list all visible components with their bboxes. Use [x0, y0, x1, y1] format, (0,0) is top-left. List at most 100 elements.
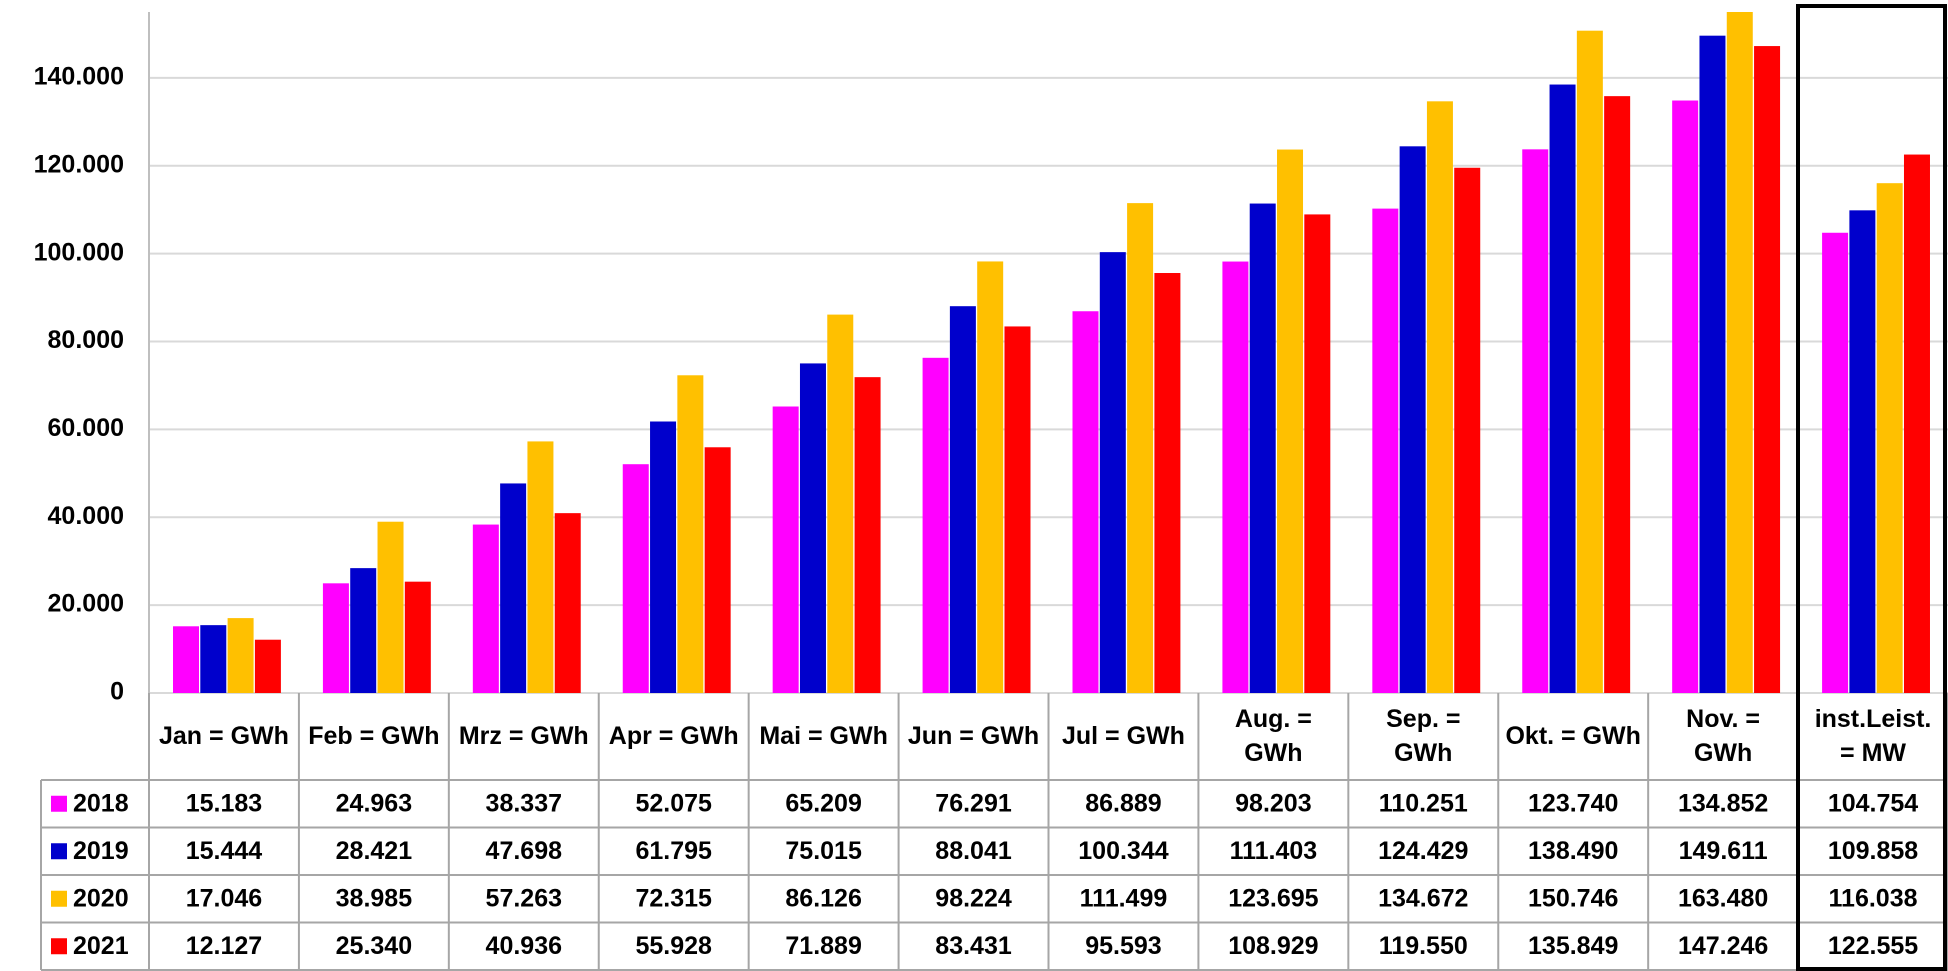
table-value: 15.444: [186, 837, 263, 865]
category-cell: Feb = GWh: [308, 721, 440, 750]
table-value: 149.611: [1679, 837, 1768, 865]
table-value: 72.315: [635, 884, 712, 912]
table-value: 86.889: [1085, 789, 1161, 817]
table-value: 47.698: [486, 837, 563, 865]
table-value: 61.795: [635, 837, 712, 865]
bar: [1604, 96, 1631, 693]
table-value: 57.263: [486, 884, 562, 912]
table-value: 25.340: [336, 932, 412, 960]
x-tick-label: Jun = GWh: [907, 721, 1040, 750]
bar: [1522, 149, 1549, 693]
bar: [1099, 252, 1126, 693]
bar: [1549, 84, 1576, 693]
table-value: 104.754: [1828, 789, 1918, 817]
table-value: 100.344: [1078, 837, 1168, 865]
category-cell: Jul = GWh: [1061, 721, 1185, 750]
bar: [827, 314, 854, 693]
y-tick-label: 140.000: [34, 63, 124, 91]
bar: [922, 357, 949, 693]
x-tick-label: Sep. = GWh: [1386, 704, 1461, 767]
bar: [977, 261, 1004, 693]
table-value: 98.203: [1235, 789, 1311, 817]
bar: [200, 625, 227, 693]
table-value: 88.041: [935, 837, 1012, 865]
table-value: 108.929: [1228, 932, 1318, 960]
bar: [1072, 311, 1099, 693]
bar: [472, 524, 499, 693]
table-value: 75.015: [785, 837, 862, 865]
x-tick-label: Feb = GWh: [308, 721, 440, 750]
bar: [1454, 167, 1481, 693]
x-tick-label: inst.Leist. = MW: [1814, 704, 1932, 767]
bars: [173, 12, 1930, 693]
bar: [554, 513, 581, 693]
bar: [622, 464, 649, 693]
table-value: 38.337: [486, 789, 562, 817]
table-value: 111.403: [1230, 837, 1318, 865]
table-value: 71.889: [785, 932, 861, 960]
table-value: 147.246: [1678, 932, 1768, 960]
bar: [173, 626, 199, 693]
table-value: 55.928: [635, 932, 712, 960]
legend-key: [51, 890, 67, 907]
x-tick-label: Nov. = GWh: [1686, 704, 1761, 767]
bar: [704, 447, 731, 693]
table-value: 95.593: [1085, 932, 1161, 960]
bar: [1849, 210, 1876, 693]
x-tick-label: Apr = GWh: [608, 721, 739, 750]
table-value: 122.555: [1828, 932, 1918, 960]
table-value: 28.421: [336, 837, 413, 865]
x-tick-label: Jan = GWh: [159, 721, 289, 750]
table-value: 38.985: [336, 884, 413, 912]
category-cell: Apr = GWh: [608, 721, 739, 750]
bar: [772, 406, 799, 693]
y-tick-label: 60.000: [48, 414, 124, 442]
legend-key: [51, 843, 67, 860]
table-value: 98.224: [935, 884, 1012, 912]
table-value: 119.550: [1379, 932, 1468, 960]
y-tick-label: 120.000: [34, 150, 124, 178]
category-cell: Jan = GWh: [159, 721, 289, 750]
grid: 0 20.000 40.000 60.000 80.000 100.000 120.000 1…: [34, 12, 1948, 706]
legend-key: [51, 938, 67, 955]
x-tick-label: Mrz = GWh: [458, 721, 589, 750]
bar: [677, 375, 704, 693]
bar: [1154, 273, 1181, 693]
bar: [1822, 232, 1849, 693]
category-cell: Mrz = GWh: [458, 721, 589, 750]
table-value: 116.038: [1829, 884, 1918, 912]
table-value: 15.183: [186, 789, 262, 817]
bar: [527, 441, 554, 693]
highlight-box: [1796, 4, 1947, 971]
y-tick-label: 0: [110, 678, 124, 706]
x-tick-label: Jul = GWh: [1061, 721, 1185, 750]
table-value: 83.431: [935, 932, 1012, 960]
table-value: 135.849: [1528, 932, 1618, 960]
bar: [1754, 46, 1781, 693]
category-cell: Sep. = GWh: [1386, 704, 1461, 767]
table-value: 24.963: [336, 789, 412, 817]
bar: [1672, 100, 1699, 693]
bar: [377, 521, 404, 693]
bar: [1249, 203, 1276, 693]
bar: [1576, 30, 1603, 693]
bar: [1004, 326, 1031, 693]
bar: [404, 581, 431, 693]
bar: [500, 483, 527, 693]
table-value: 86.126: [785, 884, 861, 912]
legend-label: 2021: [73, 932, 129, 960]
bar: [854, 377, 881, 693]
table-value: 109.858: [1828, 837, 1918, 865]
bar: [1304, 214, 1331, 693]
category-cell: Mai = GWh: [759, 722, 887, 750]
bar: [1876, 183, 1903, 693]
table-value: 124.429: [1378, 837, 1468, 865]
bar: [322, 583, 349, 693]
bar: [1426, 101, 1453, 693]
table-value: 110.251: [1379, 789, 1468, 817]
y-tick-label: 100.000: [34, 238, 124, 266]
y-tick-label: 20.000: [48, 590, 124, 618]
bar: [1726, 12, 1753, 693]
bar: [1127, 203, 1154, 693]
